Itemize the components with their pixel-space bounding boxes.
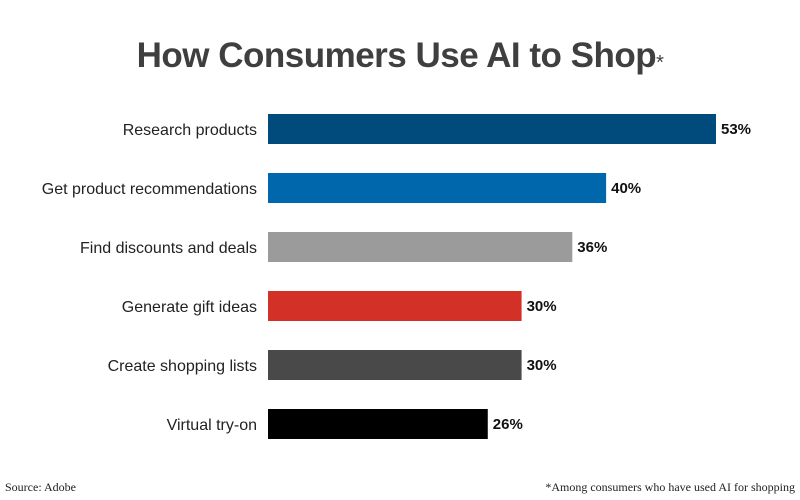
title-asterisk: * [656, 52, 664, 74]
chart-title: How Consumers Use AI to Shop* [0, 36, 800, 76]
footnote: *Among consumers who have used AI for sh… [545, 480, 795, 494]
bar-row: Generate gift ideas 30% [122, 291, 557, 321]
source-note: Source: Adobe [5, 480, 76, 494]
category-label: Virtual try-on [167, 417, 257, 434]
bar-row: Find discounts and deals 36% [80, 232, 607, 262]
bar [268, 350, 522, 380]
category-label: Get product recommendations [42, 181, 257, 198]
bar [268, 232, 573, 262]
bars-layer: Research products 53% Get product recommen… [42, 114, 751, 439]
value-label: 53% [721, 121, 751, 138]
bar [268, 114, 716, 144]
value-label: 26% [493, 416, 523, 433]
value-label: 30% [527, 357, 557, 374]
bar [268, 291, 522, 321]
chart-title-text: How Consumers Use AI to Shop [136, 36, 657, 75]
bar [268, 409, 488, 439]
bar [268, 173, 607, 203]
bar-row: Get product recommendations 40% [42, 173, 641, 203]
category-label: Research products [123, 122, 257, 139]
category-label: Create shopping lists [108, 358, 257, 375]
category-label: Generate gift ideas [122, 299, 257, 316]
bar-row: Virtual try-on 26% [167, 409, 523, 439]
bar-row: Create shopping lists 30% [108, 350, 557, 380]
category-label: Find discounts and deals [80, 240, 257, 257]
value-label: 30% [527, 298, 557, 315]
value-label: 40% [611, 180, 641, 197]
bar-row: Research products 53% [123, 114, 751, 144]
value-label: 36% [577, 239, 607, 256]
